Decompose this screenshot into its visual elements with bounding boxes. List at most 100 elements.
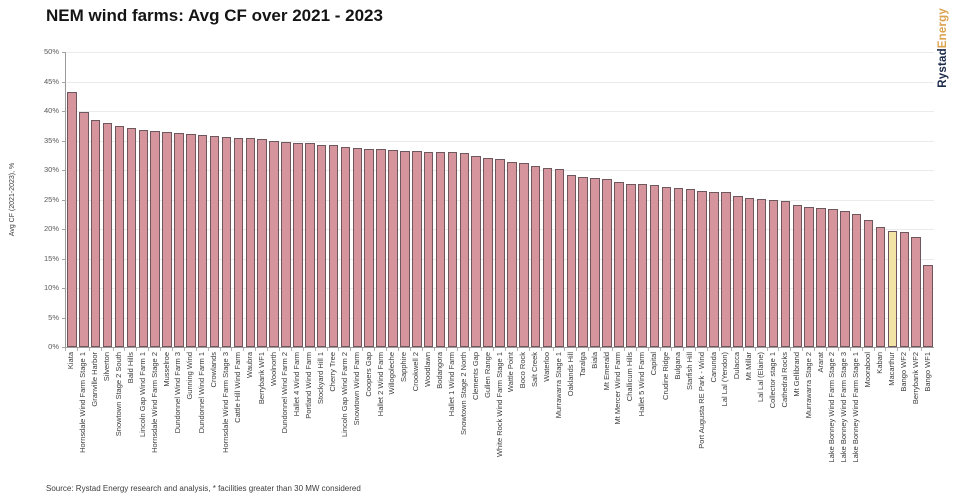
x-axis-cell: Crowlands xyxy=(207,348,220,484)
x-axis-cell: Moorabool xyxy=(861,348,874,484)
bar xyxy=(114,126,125,347)
x-tick-label: Lake Bonney Wind Farm Stage 3 xyxy=(839,352,849,463)
x-axis-cell: Waterloo xyxy=(540,348,553,484)
x-tick-label: Gullen Range xyxy=(482,352,492,398)
x-axis-cell: Cattle Hill Wind Farm xyxy=(231,348,243,484)
x-axis-cell: Bulgana xyxy=(671,348,683,484)
x-axis-cell: Granville Harbor xyxy=(88,348,101,484)
y-tick-label: 30% xyxy=(43,165,59,174)
x-axis-cell: Gunning Wind xyxy=(183,348,196,484)
bar-column xyxy=(90,52,102,347)
x-axis-cell: Murrawarra Stage 1 xyxy=(552,348,565,484)
bar xyxy=(186,134,196,347)
logo-rystad-text: Rystad xyxy=(937,48,949,88)
bar xyxy=(578,176,588,347)
bar xyxy=(780,201,791,347)
x-tick-label: Crowlands xyxy=(209,352,219,388)
bar xyxy=(804,206,814,347)
x-tick-label: Lincoln Gap Wind Farm 1 xyxy=(137,352,147,438)
x-axis-cell: Gullen Range xyxy=(481,348,493,484)
bar-column xyxy=(696,52,708,347)
bar xyxy=(637,184,648,347)
bar xyxy=(566,175,577,347)
bar xyxy=(816,207,826,347)
bar xyxy=(281,141,291,347)
bar-column xyxy=(114,52,126,347)
bar xyxy=(400,150,410,347)
bar-column xyxy=(351,52,363,347)
bar-column xyxy=(863,52,875,347)
bar xyxy=(542,168,553,347)
bar-column xyxy=(280,52,292,347)
x-tick-label: Starfish Hill xyxy=(684,352,694,390)
x-tick-label: Moorabool xyxy=(863,352,873,388)
bar xyxy=(661,187,672,347)
bar xyxy=(840,210,850,347)
bar xyxy=(697,190,707,347)
x-axis-cell: Crookwell 2 xyxy=(409,348,422,484)
bar-column xyxy=(827,52,839,347)
x-axis-cell: Murrawarra Stage 2 xyxy=(802,348,814,484)
bar-column xyxy=(399,52,411,347)
bar-column xyxy=(815,52,827,347)
x-axis-cell: Berrybank WF2 xyxy=(909,348,921,484)
x-tick-label: Waubra xyxy=(244,352,254,378)
x-tick-label: Murrawarra Stage 1 xyxy=(553,352,563,419)
bars-container xyxy=(66,52,934,347)
bar xyxy=(293,142,303,347)
x-tick-label: Gunning Wind xyxy=(185,352,195,400)
gridline xyxy=(66,52,934,53)
x-tick-label: Hallet 1 Wind Farm xyxy=(446,352,456,417)
bar-column xyxy=(554,52,566,347)
y-axis-labels: 0% 5% 10% 15% 20% 25% 30% 35% 40% 45% 50% xyxy=(0,48,59,351)
x-axis-cell: Mt Gellibrand xyxy=(790,348,802,484)
x-tick-label: Mt Millar xyxy=(744,352,754,381)
x-tick-label: Salt Creek xyxy=(530,352,540,388)
bar-column xyxy=(268,52,280,347)
bar xyxy=(162,131,172,347)
x-axis-cell: Lal Lal (Yendon) xyxy=(718,348,731,484)
bar-column xyxy=(137,52,149,347)
bar-column xyxy=(375,52,387,347)
bar-column xyxy=(672,52,684,347)
x-axis-cell: Mt Mercer Wind Farm xyxy=(611,348,624,484)
bar-column xyxy=(470,52,482,347)
x-tick-label: Bulgana xyxy=(672,352,682,380)
x-axis-cell: Hornsdale Wind Farm Stage 2 xyxy=(148,348,160,484)
y-axis-tick xyxy=(62,170,66,171)
bar xyxy=(423,151,434,347)
x-tick-label: Hallet 5 Wind Farm xyxy=(637,352,647,417)
x-tick-label: Portland Wind Farm xyxy=(304,352,314,419)
x-tick-label: Dundonnel Wind Farm 3 xyxy=(173,352,183,434)
x-axis-cell: Port Augusta RE Park - Wind xyxy=(695,348,707,484)
x-tick-label: Mt Mercer Wind Farm xyxy=(613,352,623,425)
x-tick-label: Bango WF2 xyxy=(898,352,908,392)
x-axis-cell: Snowtown Wind Farm xyxy=(350,348,362,484)
x-axis-cell: Ararat xyxy=(814,348,826,484)
gridline xyxy=(66,81,934,83)
y-axis-tick xyxy=(62,81,66,83)
bar-column xyxy=(221,52,233,347)
x-tick-label: Port Augusta RE Park - Wind xyxy=(696,352,706,449)
bar-column xyxy=(161,52,173,347)
y-axis-tick xyxy=(62,140,66,142)
x-tick-label: Hornsdale Wind Farm Stage 3 xyxy=(221,352,231,453)
x-axis-cell: Lake Bonney Wind Farm Stage 1 xyxy=(849,348,862,484)
bar-column xyxy=(328,52,340,347)
x-tick-label: Mt Gellibrand xyxy=(791,352,801,397)
bar xyxy=(911,237,921,347)
y-tick-label: 45% xyxy=(43,76,59,86)
bar-column xyxy=(898,52,910,347)
bar-column xyxy=(125,52,137,347)
x-tick-label: Mt Emerald xyxy=(601,352,611,391)
x-tick-label: Cathedral Rocks xyxy=(779,352,789,408)
x-tick-label: Lal Lal (Yendon) xyxy=(720,352,730,407)
bar-column xyxy=(209,52,221,347)
bar xyxy=(174,132,184,347)
x-tick-label: Hornsdale Wind Farm Stage 2 xyxy=(149,352,159,453)
plot-area xyxy=(62,52,934,348)
bar xyxy=(602,179,612,347)
bar xyxy=(519,162,529,347)
bar-column xyxy=(886,52,898,347)
rystad-energy-logo: RystadEnergy xyxy=(937,8,949,88)
